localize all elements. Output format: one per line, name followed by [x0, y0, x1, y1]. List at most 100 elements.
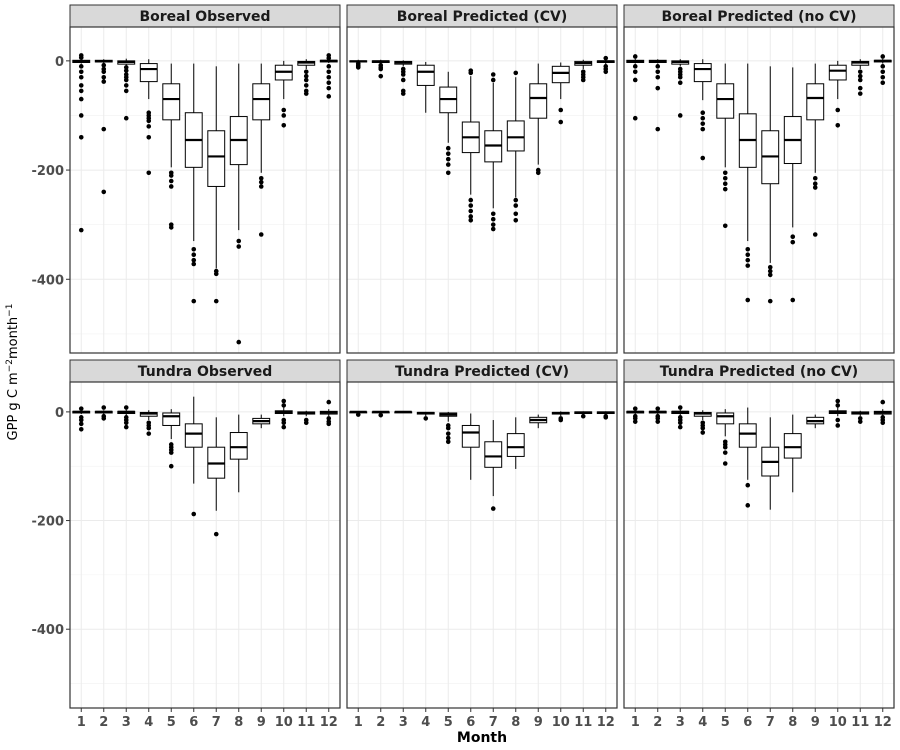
outlier-point [767, 268, 773, 274]
outlier-point [632, 416, 638, 421]
x-tick-label: 8 [788, 715, 797, 730]
outlier-point [767, 298, 773, 304]
outlier-point [655, 74, 661, 80]
boxplot-month-4 [139, 59, 158, 176]
outlier-point [745, 297, 751, 303]
outlier-point [767, 272, 773, 278]
boxplot-month-9 [252, 414, 271, 429]
boxplot-month-4 [693, 410, 712, 435]
x-tick-label: 3 [399, 715, 408, 730]
outlier-point [490, 226, 496, 232]
y-axis-title: GPP g C m−2month−1 [5, 304, 21, 441]
panel-strip-title: Tundra Predicted (no CV) [660, 364, 858, 380]
y-tick-label: 0 [55, 55, 64, 70]
boxplot-month-7 [484, 420, 503, 511]
outlier-point [258, 232, 264, 237]
panel-strip-title: Boreal Observed [139, 9, 270, 25]
outlier-point [880, 54, 886, 59]
box-iqr [139, 63, 158, 83]
panel-background [624, 27, 894, 353]
box-iqr [783, 433, 802, 459]
box-iqr [207, 130, 226, 187]
boxplot-month-5 [439, 411, 458, 445]
outlier-point [101, 74, 107, 80]
outlier-point [700, 115, 706, 121]
outlier-point [700, 425, 706, 431]
boxplot-month-3 [117, 405, 136, 430]
outlier-point [835, 417, 841, 423]
outlier-point [168, 184, 174, 189]
boxplot-month-9 [252, 63, 271, 237]
outlier-point [490, 77, 496, 83]
outlier-point [123, 68, 129, 73]
outlier-point [281, 113, 287, 118]
outlier-point [326, 399, 332, 405]
outlier-point [258, 184, 264, 189]
outlier-point [857, 91, 863, 96]
panel-4: Tundra Observed [69, 359, 341, 709]
boxplot-month-11 [297, 59, 316, 96]
outlier-point [236, 244, 242, 249]
outlier-point [722, 186, 728, 192]
boxplot-month-10 [551, 411, 570, 423]
boxplot-month-10 [828, 398, 847, 428]
x-tick-label: 2 [99, 715, 108, 730]
box-iqr [529, 83, 548, 119]
outlier-point [281, 122, 287, 128]
outlier-point [812, 181, 818, 187]
outlier-point [812, 232, 818, 237]
outlier-point [303, 420, 309, 426]
outlier-point [213, 271, 219, 277]
boxplot-month-12 [873, 54, 892, 85]
outlier-point [146, 170, 152, 176]
outlier-point [722, 444, 728, 450]
outlier-point [146, 118, 152, 124]
outlier-point [603, 415, 609, 420]
outlier-point [468, 214, 474, 219]
outlier-point [835, 122, 841, 128]
outlier-point [303, 91, 309, 96]
outlier-point [513, 197, 519, 203]
outlier-point [857, 73, 863, 79]
panel-border [623, 381, 895, 709]
outlier-point [632, 77, 638, 83]
outlier-point [378, 66, 384, 72]
outlier-point [880, 80, 886, 85]
boxplot-month-11 [574, 59, 593, 83]
outlier-point [603, 69, 609, 75]
boxplot-month-7 [484, 72, 503, 232]
x-tick-label: 8 [234, 715, 243, 730]
outlier-point [168, 178, 174, 184]
outlier-point [655, 64, 661, 69]
outlier-point [632, 115, 638, 121]
boxplot-month-10 [274, 60, 293, 128]
panel-strip-title: Tundra Observed [138, 364, 273, 380]
box-iqr [484, 441, 503, 468]
outlier-point [423, 416, 429, 421]
outlier-point [355, 65, 361, 70]
outlier-point [236, 238, 242, 244]
boxplot-month-12 [319, 399, 338, 427]
outlier-point [78, 69, 84, 75]
outlier-point [880, 64, 886, 69]
outlier-point [168, 225, 174, 230]
panel-strip-title: Boreal Predicted (no CV) [661, 9, 856, 25]
panel-5: Tundra Predicted (CV) [346, 359, 618, 709]
box-iqr [506, 120, 525, 152]
boxplot-month-2 [94, 405, 113, 421]
outlier-point [580, 77, 586, 83]
outlier-point [722, 450, 728, 455]
boxplot-month-4 [139, 410, 158, 436]
x-tick-label: 4 [144, 715, 153, 730]
outlier-point [632, 54, 638, 59]
outlier-point [558, 417, 564, 423]
outlier-point [513, 203, 519, 208]
boxplot-month-1 [349, 59, 368, 70]
outlier-point [655, 85, 661, 91]
outlier-point [677, 113, 683, 118]
outlier-point [632, 406, 638, 411]
outlier-point [78, 74, 84, 80]
x-tick-label: 2 [376, 715, 385, 730]
boxplot-month-7 [207, 66, 226, 304]
